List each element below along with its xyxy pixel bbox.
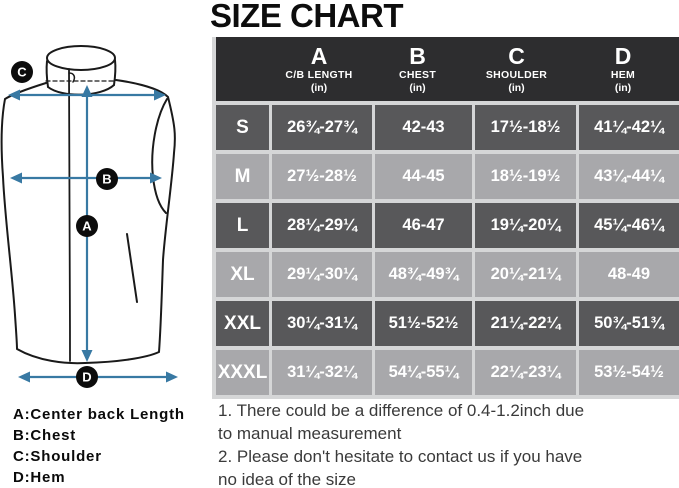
marker-c: C (11, 61, 33, 83)
vest-body-outline (0, 79, 176, 365)
value-cell: 42-43 (375, 105, 472, 150)
column-header-letter: A (310, 42, 328, 69)
size-column-header (216, 37, 269, 101)
column-header-name: HEM (610, 68, 636, 81)
value-cell: 53½-54½ (579, 350, 679, 395)
size-cell: L (216, 203, 269, 248)
column-header-unit: (in) (409, 81, 426, 94)
value-cell: 54¼-55¼ (375, 350, 472, 395)
svg-text:C: C (17, 65, 27, 80)
table-row-xxl: XXL 30¼-31¼ 51½-52½ 21¼-22¼ 50¾-51¾ (216, 301, 679, 346)
value-cell: 22¼-23¼ (475, 350, 576, 395)
size-cell: M (216, 154, 269, 199)
vest-collar-sides (45, 59, 117, 88)
column-header-name: SHOULDER (485, 68, 548, 81)
value-cell: 28¼-29¼ (272, 203, 372, 248)
table-row-xl: XL 29¼-30¼ 48¾-49¾ 20¼-21¼ 48-49 (216, 252, 679, 297)
value-cell: 45¼-46¼ (579, 203, 679, 248)
column-header-letter: B (409, 42, 426, 69)
column-header-d: D HEM (in) (567, 37, 679, 101)
legend-line: B:Chest (13, 427, 77, 444)
vest-pocket-line (126, 233, 138, 303)
column-header-unit: (in) (310, 81, 328, 94)
value-cell: 29¼-30¼ (272, 252, 372, 297)
value-cell: 48¾-49¾ (375, 252, 472, 297)
notes: 1. There could be a difference of 0.4-1.… (218, 399, 600, 488)
column-header-b: B CHEST (in) (369, 37, 466, 101)
column-header-letter: D (614, 42, 632, 69)
note-line: 2. Please don't hesitate to contact us i… (218, 447, 583, 488)
column-header-c: C SHOULDER (in) (466, 37, 567, 101)
marker-b: B (96, 168, 118, 190)
svg-text:A: A (82, 219, 92, 234)
marker-a: A (76, 215, 98, 237)
column-header-name: C/B LENGTH (285, 68, 353, 81)
value-cell: 50¾-51¾ (579, 301, 679, 346)
value-cell: 51½-52½ (375, 301, 472, 346)
svg-text:D: D (82, 370, 91, 385)
page-title: SIZE CHART (210, 0, 404, 34)
value-cell: 48-49 (579, 252, 679, 297)
column-header-unit: (in) (614, 81, 632, 94)
size-cell: XXL (216, 301, 269, 346)
legend-line: D:Hem (13, 469, 66, 486)
column-header-unit: (in) (508, 81, 525, 94)
note-line: 1. There could be a difference of 0.4-1.… (218, 401, 585, 443)
value-cell: 43¼-44¼ (579, 154, 679, 199)
vest-collar-bottom (47, 84, 115, 96)
svg-text:B: B (102, 172, 111, 187)
column-header-letter: C (508, 42, 525, 69)
value-cell: 27½-28½ (272, 154, 372, 199)
column-header-name: CHEST (398, 68, 437, 81)
table-row-s: S 26¾-27¾ 42-43 17½-18½ 41¼-42¼ (216, 105, 679, 150)
vest-diagram: C B A D (0, 45, 178, 388)
value-cell: 17½-18½ (475, 105, 576, 150)
value-cell: 26¾-27¾ (272, 105, 372, 150)
measurement-legend: A:Center back Length B:Chest C:Shoulder D:H… (13, 404, 185, 488)
table-body: S 26¾-27¾ 42-43 17½-18½ 41¼-42¼ M 27½-28½ 44-45… (216, 105, 679, 395)
table-row-xxxl: XXXL 31¼-32¼ 54¼-55¼ 22¼-23¼ 53½-54½ (216, 350, 679, 395)
value-cell: 21¼-22¼ (475, 301, 576, 346)
marker-d: D (76, 366, 98, 388)
column-header-a: A C/B LENGTH (in) (269, 37, 369, 101)
value-cell: 30¼-31¼ (272, 301, 372, 346)
size-cell: S (216, 105, 269, 150)
value-cell: 20¼-21¼ (475, 252, 576, 297)
size-cell: XXXL (216, 350, 269, 395)
value-cell: 44-45 (375, 154, 472, 199)
table-row-l: L 28¼-29¼ 46-47 19¼-20¼ 45¼-46¼ (216, 203, 679, 248)
value-cell: 19¼-20¼ (475, 203, 576, 248)
value-cell: 46-47 (375, 203, 472, 248)
size-cell: XL (216, 252, 269, 297)
size-table: A C/B LENGTH (in) B CHEST (in) C SHOULDER (in) D H… (212, 37, 679, 399)
value-cell: 18½-19½ (475, 154, 576, 199)
table-row-m: M 27½-28½ 44-45 18½-19½ 43¼-44¼ (216, 154, 679, 199)
legend-line: A:Center back Length (13, 406, 185, 423)
vest-center-line (68, 68, 71, 362)
vest-collar-top (46, 45, 116, 71)
vest-armhole (151, 98, 168, 214)
value-cell: 41¼-42¼ (579, 105, 679, 150)
value-cell: 31¼-32¼ (272, 350, 372, 395)
legend-line: C:Shoulder (13, 448, 102, 465)
table-header-row: A C/B LENGTH (in) B CHEST (in) C SHOULDER (in) D H… (216, 37, 679, 101)
